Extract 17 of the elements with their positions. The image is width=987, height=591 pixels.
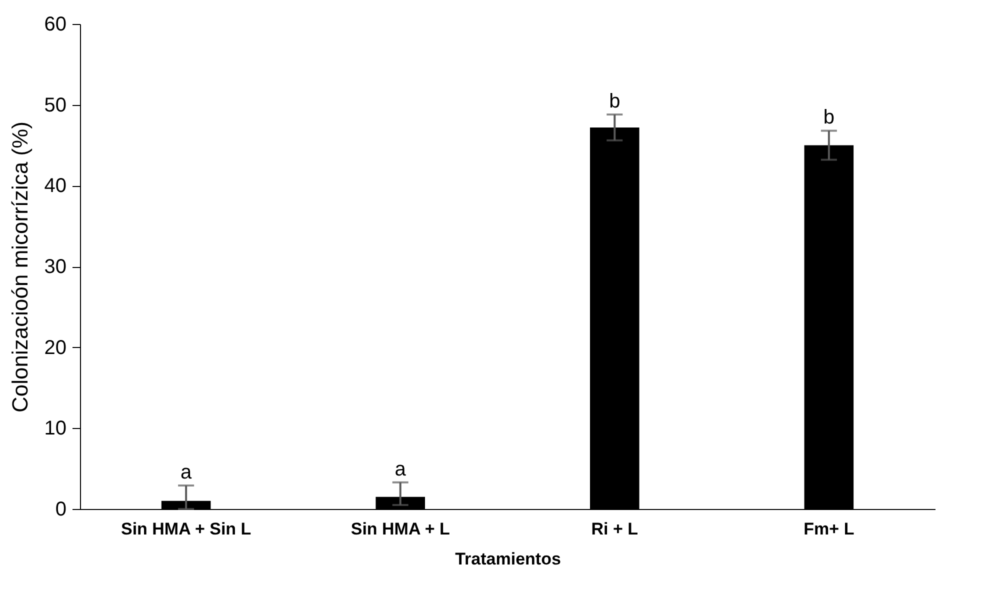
y-tick-label: 40 xyxy=(44,175,66,198)
x-axis-title: Tratamientos xyxy=(455,550,561,568)
y-tick-label: 10 xyxy=(44,418,66,440)
y-tick-label: 50 xyxy=(44,94,66,116)
x-tick-label: Sin HMA + L xyxy=(350,520,450,538)
annotation: b xyxy=(823,106,834,129)
x-tick-label: Fm+ L xyxy=(804,520,854,538)
x-tick-label: Sin HMA + Sin L xyxy=(120,520,252,538)
annotation: a xyxy=(180,462,193,484)
y-tick-label: 0 xyxy=(55,498,66,520)
x-tick-label: Ri + L xyxy=(591,520,638,538)
y-axis-title: Colonizacioón micorrízica (%) xyxy=(7,122,32,412)
y-tick-label: 30 xyxy=(44,256,66,278)
y-tick-label: 60 xyxy=(44,14,66,36)
annotation: b xyxy=(609,90,620,113)
annotation: a xyxy=(394,458,407,480)
y-tick-label: 20 xyxy=(44,336,66,359)
